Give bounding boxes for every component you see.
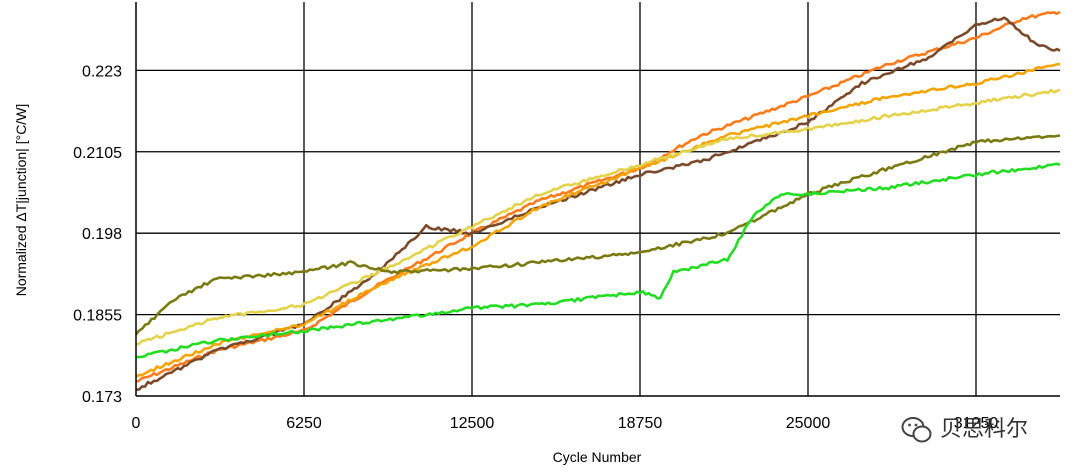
grid-lines [136, 2, 1060, 396]
x-tick-label: 12500 [450, 415, 495, 432]
series-line-5 [134, 134, 1061, 336]
series-line-3 [135, 62, 1061, 378]
x-tick-label: 31250 [954, 415, 999, 432]
x-tick-label: 18750 [618, 415, 663, 432]
y-tick-label: 0.173 [82, 389, 122, 406]
x-tick-label: 0 [132, 415, 141, 432]
watermark-text: 贝思科尔 [940, 417, 1028, 442]
series-line-4 [135, 88, 1061, 346]
tick-labels: 0 6250 12500 18750 25000 31250 0.173 0.1855 0.19… [73, 63, 998, 432]
x-tick-label: 6250 [286, 415, 322, 432]
wechat-icon [901, 417, 932, 443]
plot-frame [135, 2, 1060, 397]
watermark: 贝思科尔 [901, 417, 1028, 443]
series-line-1 [135, 10, 1061, 383]
series-line-6 [135, 162, 1061, 359]
y-tick-label: 0.198 [82, 226, 122, 243]
x-axis-title: Cycle Number [553, 449, 642, 465]
y-tick-label: 0.2105 [73, 145, 122, 162]
series-group [134, 10, 1061, 391]
y-axis-title: Normalized ΔT|junction| [°C/W] [13, 104, 29, 297]
y-tick-label: 0.223 [82, 63, 122, 80]
y-tick-label: 0.1855 [73, 308, 122, 325]
x-tick-label: 25000 [786, 415, 831, 432]
